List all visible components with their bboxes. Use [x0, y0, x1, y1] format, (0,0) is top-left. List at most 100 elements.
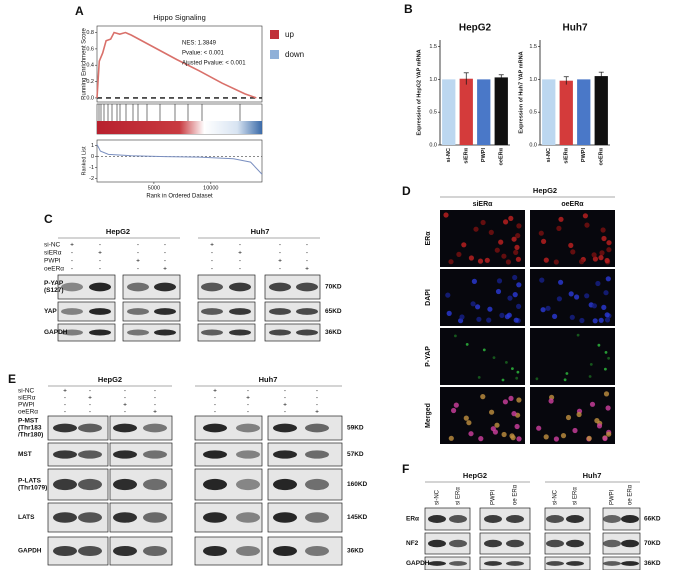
x-tick-label: si-NC — [546, 148, 552, 162]
cell — [541, 238, 547, 244]
protein-label: GAPDH — [406, 560, 430, 567]
cell — [495, 288, 502, 295]
cell — [586, 435, 592, 441]
annotation: Ajusted Pvalue: < 0.001 — [182, 61, 246, 67]
sign: - — [284, 409, 286, 416]
sign: - — [279, 250, 281, 257]
band — [89, 282, 111, 292]
sign: - — [99, 258, 101, 265]
cell — [553, 259, 559, 265]
cell — [552, 313, 558, 319]
cell — [589, 401, 596, 407]
sign: - — [137, 250, 139, 257]
band — [269, 329, 291, 336]
cell — [601, 304, 607, 310]
cell — [486, 317, 492, 323]
cell — [565, 372, 569, 375]
panel-label: A — [75, 4, 84, 18]
micrograph — [440, 328, 525, 385]
band — [428, 515, 446, 523]
cell — [515, 376, 519, 380]
sign: - — [89, 409, 91, 416]
cell — [545, 305, 551, 311]
band — [143, 545, 167, 557]
cell — [598, 255, 604, 261]
sign: - — [164, 258, 166, 265]
band — [566, 539, 584, 548]
chart-title: Hippo Signaling — [153, 13, 206, 22]
condition-label: si-NC — [44, 242, 61, 249]
x-tick-label: oeERα — [599, 147, 605, 165]
cell — [511, 367, 514, 370]
blot-frame — [57, 323, 116, 342]
es-curve — [96, 31, 257, 99]
band — [78, 423, 102, 433]
sign: - — [154, 388, 156, 395]
blot-frame — [122, 323, 181, 342]
sign: - — [164, 242, 166, 249]
x-axis-label: Rank in Ordered Dataset — [146, 194, 213, 200]
blot-frame — [424, 556, 471, 570]
cell — [553, 436, 560, 442]
blot-frame — [479, 556, 531, 570]
blot-frame — [109, 442, 173, 467]
band — [546, 539, 564, 548]
cell — [477, 376, 481, 379]
cell — [601, 235, 607, 242]
row-label: Merged — [425, 403, 432, 428]
band — [143, 512, 167, 523]
protein-label: P-YAP — [44, 280, 64, 287]
bar — [442, 79, 456, 145]
cell — [603, 391, 610, 397]
bar — [494, 77, 508, 145]
cell — [579, 259, 585, 265]
panel-label: B — [404, 2, 413, 16]
y-tick-label: -2 — [89, 176, 94, 182]
bar — [542, 79, 556, 145]
chart-title: HepG2 — [459, 23, 492, 34]
y-tick-label: 0.6 — [86, 46, 94, 52]
cell — [604, 317, 611, 323]
cell — [465, 343, 469, 346]
cell — [494, 422, 500, 428]
sign: - — [239, 242, 241, 249]
cell — [516, 397, 522, 403]
band — [273, 545, 297, 557]
lane-label: si ERα — [573, 487, 579, 505]
blot-frame — [57, 301, 116, 322]
protein-label: NF2 — [406, 540, 419, 547]
sign: + — [246, 395, 250, 402]
cell — [591, 252, 597, 258]
sign: + — [153, 409, 157, 416]
cell-line-header: HepG2 — [106, 227, 130, 236]
blot-frame — [264, 323, 321, 342]
cell — [515, 256, 522, 262]
cell — [496, 278, 503, 284]
sign: - — [214, 402, 216, 409]
sign: - — [239, 266, 241, 273]
band — [113, 423, 137, 433]
size-label: 36KD — [325, 329, 342, 336]
size-label: 65KD — [325, 308, 342, 315]
band — [78, 512, 102, 523]
sign: - — [306, 242, 308, 249]
band — [305, 478, 329, 491]
cell — [487, 306, 493, 312]
condition-label: oeERα — [18, 409, 38, 416]
y-tick-label: 1.5 — [529, 44, 537, 50]
cell — [501, 253, 507, 259]
band — [428, 539, 446, 548]
cell — [605, 276, 611, 282]
y-tick-label: 0.0 — [529, 142, 537, 148]
sign: - — [247, 409, 249, 416]
band — [269, 308, 291, 315]
y-tick-label: 0 — [91, 154, 94, 160]
cell — [606, 247, 612, 253]
band — [201, 308, 223, 315]
band — [506, 561, 524, 566]
sign: - — [71, 258, 73, 265]
band — [236, 423, 260, 433]
band — [603, 539, 621, 548]
cell — [515, 233, 521, 239]
